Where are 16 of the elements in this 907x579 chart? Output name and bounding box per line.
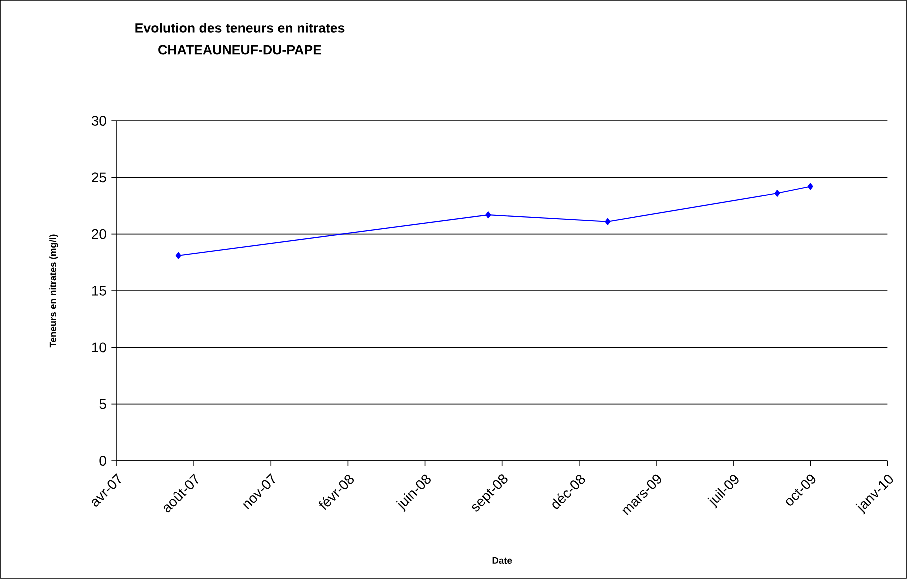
point [486, 212, 492, 219]
chart-subtitle: CHATEAUNEUF-DU-PAPE [158, 45, 322, 55]
y-tick-label: 0 [100, 456, 106, 466]
point [808, 183, 814, 190]
point [774, 190, 780, 197]
y-tick-label: 30 [92, 116, 106, 126]
y-tick-label: 15 [92, 286, 106, 296]
y-tick-label: 10 [92, 342, 106, 353]
point [605, 218, 611, 226]
y-tick-label: 25 [92, 172, 106, 183]
point [176, 252, 182, 260]
y-axis-title: Teneurs en nitrates (mg/l) [50, 234, 58, 348]
chart-title: Evolution des teneurs en nitrates [136, 23, 345, 33]
y-tick-label: 20 [92, 229, 106, 240]
y-tick-label: 5 [100, 399, 106, 410]
x-axis-title: Date [492, 558, 512, 564]
